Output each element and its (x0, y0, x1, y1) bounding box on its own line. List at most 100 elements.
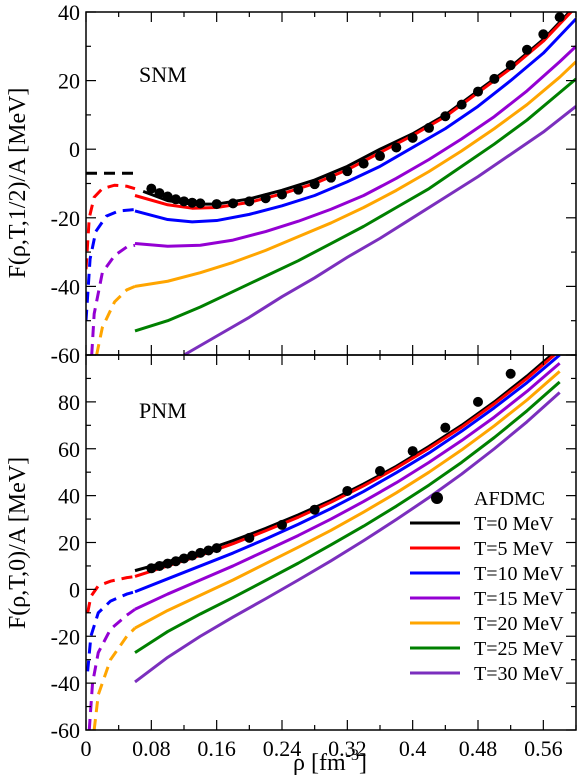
snm-afdmc-point (293, 184, 304, 195)
snm-dashed-line-t-10-mev (86, 208, 136, 321)
pnm-afdmc-point (505, 368, 516, 379)
snm-panel-label: SNM (139, 62, 187, 87)
pnm-line-t-15-mev (134, 362, 561, 611)
snm-dashed-line-t-5-mev (86, 183, 136, 270)
snm-afdmc-point (244, 196, 255, 207)
snm-afdmc-point (505, 60, 516, 71)
snm-afdmc-point (522, 44, 532, 55)
pnm-y-tick-label: 20 (58, 531, 80, 556)
legend-entry-label: T=30 MeV (474, 663, 564, 685)
pnm-afdmc-point (170, 556, 181, 567)
pnm-y-tick-label: 60 (58, 437, 80, 462)
x-axis-label-main: ρ [fm (293, 750, 346, 776)
pnm-afdmc-point (162, 558, 173, 569)
legend-entry-label: T=25 MeV (474, 638, 564, 660)
pnm-afdmc-point (473, 396, 483, 407)
x-axis-label-sup: -3 (346, 747, 359, 764)
snm-afdmc-point (375, 151, 385, 162)
pnm-line-t-30-mev (134, 391, 561, 684)
snm-y-tick-label: 20 (58, 69, 80, 94)
pnm-afdmc-point (277, 519, 287, 530)
snm-y-axis: -60 -40 -20 0 20 40 (51, 0, 576, 368)
pnm-afdmc-point (146, 563, 157, 574)
snm-afdmc-point (260, 193, 271, 204)
pnm-y-axis-label: F(ρ,T,0)/A [MeV] (5, 457, 31, 629)
pnm-panel-label: PNM (139, 398, 187, 423)
pnm-afdmc-group (146, 368, 516, 574)
pnm-afdmc-point (244, 532, 255, 543)
pnm-y-axis: -60 -40 -20 0 20 40 60 80 (51, 354, 576, 743)
snm-line-t-30-mev (183, 105, 576, 355)
pnm-afdmc-point (187, 550, 198, 561)
snm-afdmc-point (146, 183, 157, 194)
x-axis-label: ρ [fm-3] (293, 747, 367, 776)
pnm-y-tick-label: 80 (58, 390, 80, 415)
pnm-line-t-20-mev (134, 370, 561, 630)
snm-y-tick-label: -20 (51, 206, 80, 231)
pnm-dashed-line-t-20-mev (92, 626, 137, 730)
pnm-line-t-25-mev (134, 380, 561, 654)
snm-y-tick-label: 0 (69, 137, 80, 162)
snm-afdmc-point (179, 196, 189, 207)
snm-y-tick-label: -60 (51, 343, 80, 368)
snm-afdmc-point (538, 29, 549, 40)
pnm-afdmc-point (440, 422, 451, 433)
legend: AFDMC T=0 MeV T=5 MeV T=10 MeV T=15 MeV T=20 … (410, 488, 564, 685)
pnm-y-tick-label: -20 (51, 624, 80, 649)
snm-afdmc-point (342, 166, 353, 177)
x-tick-label: 0.4 (399, 736, 427, 761)
pnm-afdmc-point (211, 543, 222, 554)
legend-entry-label: T=20 MeV (474, 613, 564, 635)
snm-afdmc-point (154, 188, 165, 199)
snm-afdmc-point (211, 199, 222, 210)
pnm-dashed-line-t-15-mev (87, 608, 136, 730)
snm-afdmc-point (187, 197, 198, 208)
pnm-y-tick-label: 40 (58, 484, 80, 509)
snm-afdmc-point (228, 198, 238, 209)
snm-afdmc-point (170, 194, 181, 205)
x-tick-label: 0 (81, 736, 92, 761)
snm-afdmc-point (309, 179, 320, 190)
snm-afdmc-point (326, 172, 336, 183)
snm-dashed-line-t-20-mev (95, 285, 136, 355)
snm-afdmc-point (554, 12, 565, 23)
legend-entry-label: T=5 MeV (474, 538, 554, 560)
snm-afdmc-point (440, 111, 451, 122)
x-tick-label: 0.08 (132, 736, 171, 761)
legend-entry-label: T=15 MeV (474, 588, 564, 610)
snm-afdmc-point (407, 132, 418, 143)
snm-line-t-25-mev (134, 77, 576, 333)
pnm-afdmc-point (195, 547, 206, 558)
x-tick-label: 0.16 (197, 736, 236, 761)
snm-afdmc-point (424, 122, 434, 133)
snm-afdmc-point (456, 99, 467, 110)
snm-afdmc-point (358, 158, 369, 169)
snm-panel: -60 -40 -20 0 20 40 SNM F(ρ,T,1/2)/A [MeV] (5, 0, 577, 368)
pnm-dashed-line-t-5-mev (86, 574, 136, 614)
pnm-afdmc-point (154, 560, 165, 571)
snm-afdmc-point (489, 73, 500, 84)
snm-line-t-15-mev (134, 45, 576, 248)
pnm-afdmc-point (375, 466, 385, 477)
snm-afdmc-point (391, 142, 402, 153)
x-tick-label: 0.48 (459, 736, 498, 761)
pnm-x-axis: 0 0.08 0.16 0.24 0.32 0.4 0.48 0.56 (81, 355, 577, 761)
x-axis-label-end: ] (359, 750, 367, 776)
snm-y-axis-label: F(ρ,T,1/2)/A [MeV] (5, 88, 31, 279)
legend-entry-label: T=0 MeV (474, 513, 554, 535)
snm-afdmc-point (277, 189, 287, 200)
pnm-afdmc-point (203, 545, 214, 556)
snm-y-tick-label: -40 (51, 274, 80, 299)
pnm-afdmc-point (407, 446, 418, 457)
legend-entry-label: T=10 MeV (474, 563, 564, 585)
pnm-afdmc-point (179, 553, 189, 564)
legend-afdmc-marker (431, 492, 443, 504)
snm-y-tick-label: 40 (58, 0, 80, 25)
snm-line-t-20-mev (134, 60, 576, 288)
snm-x-ticks (85, 12, 577, 355)
pnm-y-tick-label: -60 (51, 718, 80, 743)
pnm-y-tick-label: 0 (69, 577, 80, 602)
pnm-dashed-line-t-10-mev (86, 590, 136, 672)
